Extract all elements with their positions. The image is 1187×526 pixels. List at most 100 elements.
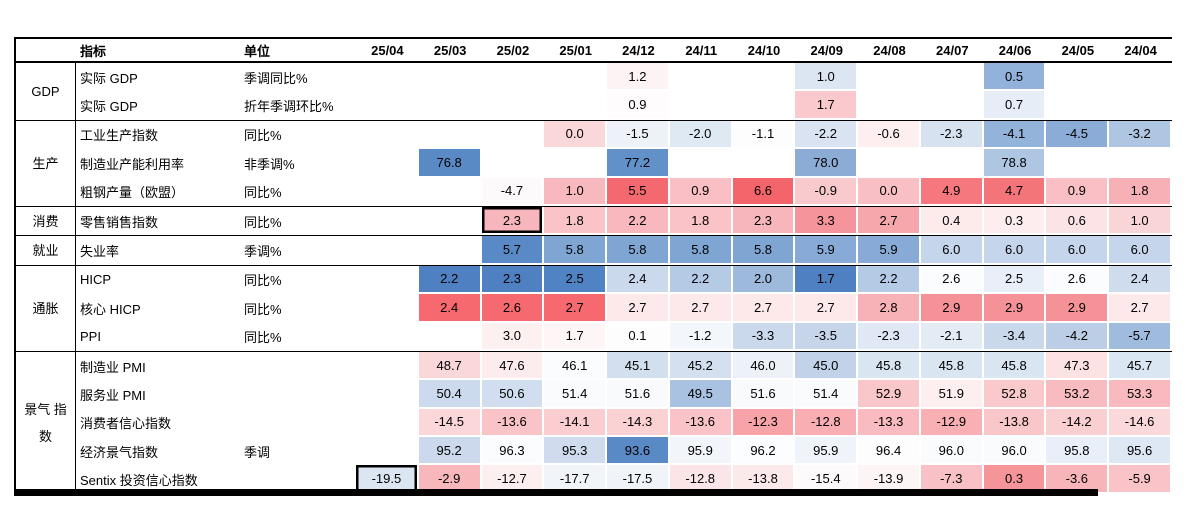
value-cell: 1.7 <box>795 91 859 120</box>
value-cell: 2.6 <box>920 265 984 295</box>
header-month-24-08: 24/08 <box>873 42 906 58</box>
value-cell: 2.3 <box>481 265 545 295</box>
value-cell <box>418 120 482 150</box>
indicator-unit: 同比% <box>240 120 356 150</box>
group-就业: 就业 失业率 季调% 5.7 5.8 5.8 5.8 5.8 5.9 5.9 6.0 6.0 6.0 6.… <box>16 235 1172 265</box>
header-month-25-03: 25/03 <box>433 42 467 58</box>
indicator-unit <box>240 351 356 381</box>
value-cell: 93.6 <box>607 437 670 466</box>
indicator-name: 实际 GDP <box>76 91 240 120</box>
value-cell: 4.7 <box>983 177 1047 206</box>
value-cell: 0.0 <box>858 177 921 206</box>
indicator-unit: 同比% <box>240 206 356 236</box>
value-cell: 95.6 <box>1109 437 1172 466</box>
value-cell: 2.2 <box>669 265 733 295</box>
value-cell: -0.9 <box>795 177 859 206</box>
indicator-unit: 季调% <box>240 236 356 265</box>
value-cell <box>418 322 482 351</box>
value-cell <box>920 63 984 92</box>
value-cell: 2.7 <box>1109 294 1172 323</box>
group-通胀: 通胀 HICP 同比% 2.2 2.3 2.5 2.4 2.2 2.0 1.7 2.2 2.6 2.5 2… <box>16 264 1172 351</box>
value-cell <box>356 206 419 236</box>
value-cell: 45.2 <box>669 351 733 381</box>
indicator-name: PPI <box>76 322 240 351</box>
value-cell: 0.3 <box>983 206 1047 236</box>
value-cell: 0.4 <box>920 206 984 236</box>
value-cell <box>669 63 733 92</box>
value-cell <box>418 206 482 236</box>
value-cell <box>1046 149 1110 178</box>
header-month-25-01: 25/01 <box>559 42 592 58</box>
value-cell <box>544 149 608 178</box>
table-row: 失业率 季调% 5.7 5.8 5.8 5.8 5.8 5.9 5.9 6.0 6.0 6.0 6.0 <box>76 236 1172 265</box>
value-cell <box>356 63 419 92</box>
value-cell: 1.8 <box>1109 177 1172 206</box>
value-cell: 2.5 <box>544 265 608 295</box>
table-row: 制造业产能利用率 非季调% 76.8 77.2 78.0 78.8 <box>76 149 1172 178</box>
header-indicator-label: 指标 <box>80 43 107 59</box>
value-cell: -14.5 <box>418 408 482 438</box>
value-cell: 1.8 <box>669 206 733 236</box>
value-cell: -13.8 <box>983 408 1047 438</box>
value-cell: 2.7 <box>732 294 796 323</box>
value-cell: 6.0 <box>920 236 984 265</box>
value-cell: 2.7 <box>607 294 670 323</box>
value-cell: 1.8 <box>544 206 608 236</box>
value-cell: -12.3 <box>732 408 796 438</box>
group-label: 生产 <box>16 120 76 206</box>
table-body: GDP 实际 GDP 季调同比% 1.2 1.0 0.5 实际 GDP 折年季调环比% 0.9 1… <box>14 63 1172 494</box>
value-cell <box>858 63 921 92</box>
indicator-unit <box>240 408 356 438</box>
value-cell: 47.3 <box>1046 351 1110 381</box>
value-cell: 5.9 <box>858 236 921 265</box>
value-cell: 2.7 <box>544 294 608 323</box>
value-cell <box>418 236 482 265</box>
value-cell: 53.2 <box>1046 380 1110 409</box>
value-cell: 0.1 <box>607 322 670 351</box>
value-cell: 45.7 <box>1109 351 1172 381</box>
value-cell: 5.8 <box>669 236 733 265</box>
value-cell: 78.8 <box>983 149 1047 178</box>
header-group-column-spacer <box>16 39 76 61</box>
table-row: 实际 GDP 季调同比% 1.2 1.0 0.5 <box>76 63 1172 92</box>
value-cell <box>669 149 733 178</box>
group-GDP: GDP 实际 GDP 季调同比% 1.2 1.0 0.5 实际 GDP 折年季调环比% 0.9 1… <box>16 63 1172 120</box>
header-month-24-11: 24/11 <box>685 42 718 58</box>
value-cell <box>732 149 796 178</box>
value-cell <box>481 149 545 178</box>
table-row: 粗钢产量（欧盟） 同比% -4.7 1.0 5.5 0.9 6.6 -0.9 0.0 4.9 4.7… <box>76 177 1172 206</box>
value-cell <box>481 120 545 150</box>
value-cell: 95.2 <box>418 437 482 466</box>
indicator-unit: 同比% <box>240 322 356 351</box>
value-cell <box>356 351 419 381</box>
value-cell <box>1109 91 1172 120</box>
indicator-unit: 季调 <box>240 437 356 466</box>
highlighted-value-cell: 2.3 <box>481 206 545 236</box>
value-cell: 5.7 <box>481 236 545 265</box>
value-cell: 95.3 <box>544 437 608 466</box>
table-row: 经济景气指数 季调 95.2 96.3 95.3 93.6 95.9 96.2 95.9 96.4… <box>76 437 1172 466</box>
value-cell: 3.0 <box>481 322 545 351</box>
value-cell: 2.9 <box>983 294 1047 323</box>
value-cell: 1.7 <box>795 265 859 295</box>
value-cell: -3.4 <box>983 322 1047 351</box>
indicator-name: 核心 HICP <box>76 294 240 323</box>
value-cell: 96.3 <box>481 437 545 466</box>
value-cell: -14.1 <box>544 408 608 438</box>
value-cell: 2.7 <box>858 206 921 236</box>
value-cell <box>481 91 545 120</box>
indicator-unit: 季调同比% <box>240 63 356 92</box>
value-cell <box>1109 63 1172 92</box>
value-cell: 5.5 <box>607 177 670 206</box>
value-cell: 6.6 <box>732 177 796 206</box>
indicator-name: HICP <box>76 265 240 295</box>
value-cell: 0.9 <box>1046 177 1110 206</box>
value-cell: 0.9 <box>669 177 733 206</box>
indicator-name: 经济景气指数 <box>76 437 240 466</box>
value-cell: -13.6 <box>481 408 545 438</box>
table-bottom-border-bar <box>14 489 1098 496</box>
value-cell: -2.1 <box>920 322 984 351</box>
value-cell: 51.4 <box>795 380 859 409</box>
value-cell: -13.3 <box>858 408 921 438</box>
indicator-unit: 非季调% <box>240 149 356 178</box>
